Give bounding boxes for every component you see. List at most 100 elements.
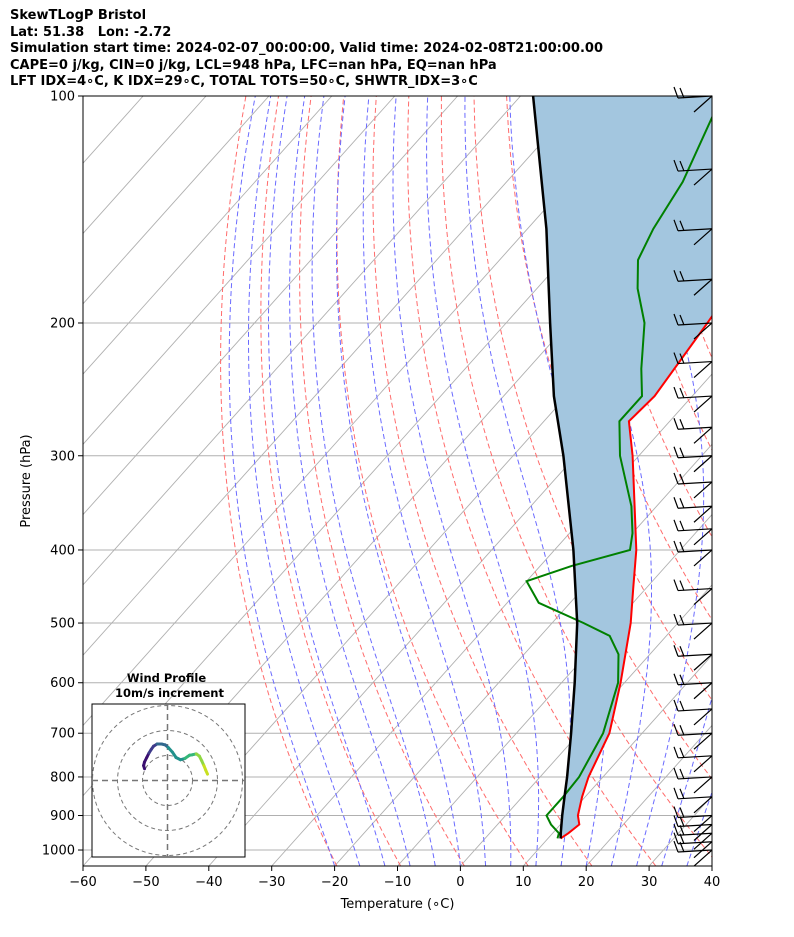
y-tick-label: 1000 xyxy=(42,844,75,859)
y-tick-label: 100 xyxy=(50,90,75,105)
wind-barb xyxy=(673,270,713,296)
x-tick-label: −20 xyxy=(321,875,348,890)
isotherm-gridline xyxy=(83,96,584,656)
moist-adiabat xyxy=(661,695,712,866)
isotherm-gridline xyxy=(83,96,333,375)
moist-adiabat xyxy=(392,96,512,866)
wind-barb xyxy=(673,824,713,850)
dry-adiabat xyxy=(603,96,712,452)
y-tick-label: 400 xyxy=(50,543,75,558)
y-tick-label: 700 xyxy=(50,727,75,742)
isotherm-gridline xyxy=(397,513,712,866)
inset-title: Wind Profile xyxy=(127,671,207,685)
isotherm-gridline xyxy=(83,96,207,235)
isotherm-gridline xyxy=(334,443,712,866)
x-tick-label: −10 xyxy=(384,875,411,890)
y-tick-label: 200 xyxy=(50,316,75,331)
dry-adiabat xyxy=(407,96,657,866)
chart-title: SkewTLogP Bristol xyxy=(10,8,147,23)
plot-area xyxy=(83,96,794,866)
wind-barb xyxy=(673,159,713,186)
wind-barb xyxy=(673,840,713,867)
location-line: Lat: 51.38 Lon: -2.72 xyxy=(10,24,172,40)
y-tick-label: 600 xyxy=(50,676,75,691)
dry-adiabat xyxy=(299,96,465,866)
wind-barb xyxy=(673,806,713,832)
moist-adiabat xyxy=(311,96,436,866)
wind-barb xyxy=(673,313,713,340)
dry-adiabat xyxy=(701,96,712,140)
isotherm-gridline xyxy=(83,96,647,727)
wind-barb xyxy=(673,673,713,700)
x-tick-label: 40 xyxy=(704,875,721,890)
wind-barb xyxy=(673,832,713,859)
wind-barb xyxy=(673,645,713,671)
wind-barb xyxy=(673,497,713,523)
inset-subtitle: 10m/s increment xyxy=(115,686,224,700)
y-tick-label: 800 xyxy=(50,770,75,785)
dry-adiabat xyxy=(336,96,529,866)
isotherm-gridline xyxy=(208,303,712,866)
temperature-profile-line xyxy=(560,314,712,840)
dry-adiabat xyxy=(735,96,794,866)
wind-barb xyxy=(673,699,713,726)
wind-barb xyxy=(673,540,713,567)
moist-adiabat xyxy=(336,96,461,866)
moist-adiabat xyxy=(464,96,571,866)
wind-barb xyxy=(673,386,713,413)
y-axis-label: Pressure (hPa) xyxy=(19,434,34,527)
index-line: LFT IDX=4∘C, K IDX=29∘C, TOTAL TOTS=50∘C… xyxy=(10,74,478,89)
dewpoint-profile-line xyxy=(525,115,712,839)
wind-barb xyxy=(673,352,713,379)
wind-barb xyxy=(673,86,713,113)
isotherm-gridline xyxy=(83,96,458,516)
isotherm-gridline xyxy=(585,724,712,866)
isotherm-gridline xyxy=(83,96,396,445)
wind-barb xyxy=(673,579,713,605)
wind-barb xyxy=(673,815,713,841)
x-tick-label: −60 xyxy=(69,875,96,890)
moist-adiabat xyxy=(362,96,487,866)
wind-barb xyxy=(673,746,713,773)
wind-barb xyxy=(673,446,713,473)
moist-adiabat xyxy=(228,96,336,866)
wind-barb xyxy=(673,219,713,246)
wind-barb xyxy=(673,472,713,499)
isotherm-gridline xyxy=(83,96,521,586)
wind-barb xyxy=(673,519,713,546)
x-tick-label: 10 xyxy=(515,875,532,890)
parcel-path-line xyxy=(531,96,579,839)
x-axis-label: Temperature (∘C) xyxy=(340,897,455,912)
y-tick-label: 900 xyxy=(50,809,75,824)
wind-barb xyxy=(673,613,713,640)
wind-barb xyxy=(673,767,713,794)
wind-barb xyxy=(673,787,713,814)
moist-adiabat xyxy=(268,96,386,866)
isotherm-gridline xyxy=(711,865,712,866)
moist-adiabat xyxy=(711,864,712,866)
x-tick-label: −30 xyxy=(258,875,285,890)
y-tick-label: 300 xyxy=(50,449,75,464)
x-tick-label: 20 xyxy=(578,875,595,890)
isotherm-gridline xyxy=(271,373,712,866)
hodograph-segment xyxy=(204,768,209,776)
dry-adiabat xyxy=(440,96,712,858)
x-tick-label: −50 xyxy=(132,875,159,890)
moist-adiabat xyxy=(686,790,712,866)
y-tick-label: 500 xyxy=(50,617,75,632)
chart-header: SkewTLogP Bristol Lat: 51.38 Lon: -2.72 … xyxy=(10,8,603,91)
x-tick-label: 0 xyxy=(456,875,464,890)
isotherm-gridline xyxy=(145,232,712,866)
time-line: Simulation start time: 2024-02-07_00:00:… xyxy=(10,41,603,56)
dry-adiabat xyxy=(220,96,338,866)
dry-adiabat xyxy=(260,96,402,866)
moist-adiabat xyxy=(631,96,705,866)
dry-adiabat xyxy=(767,96,794,866)
x-tick-label: −40 xyxy=(195,875,222,890)
wind-barb xyxy=(673,724,713,750)
moist-adiabat xyxy=(248,96,361,866)
moist-adiabat xyxy=(289,96,411,866)
isotherm-gridline xyxy=(83,96,270,305)
moist-adiabat xyxy=(426,96,540,866)
